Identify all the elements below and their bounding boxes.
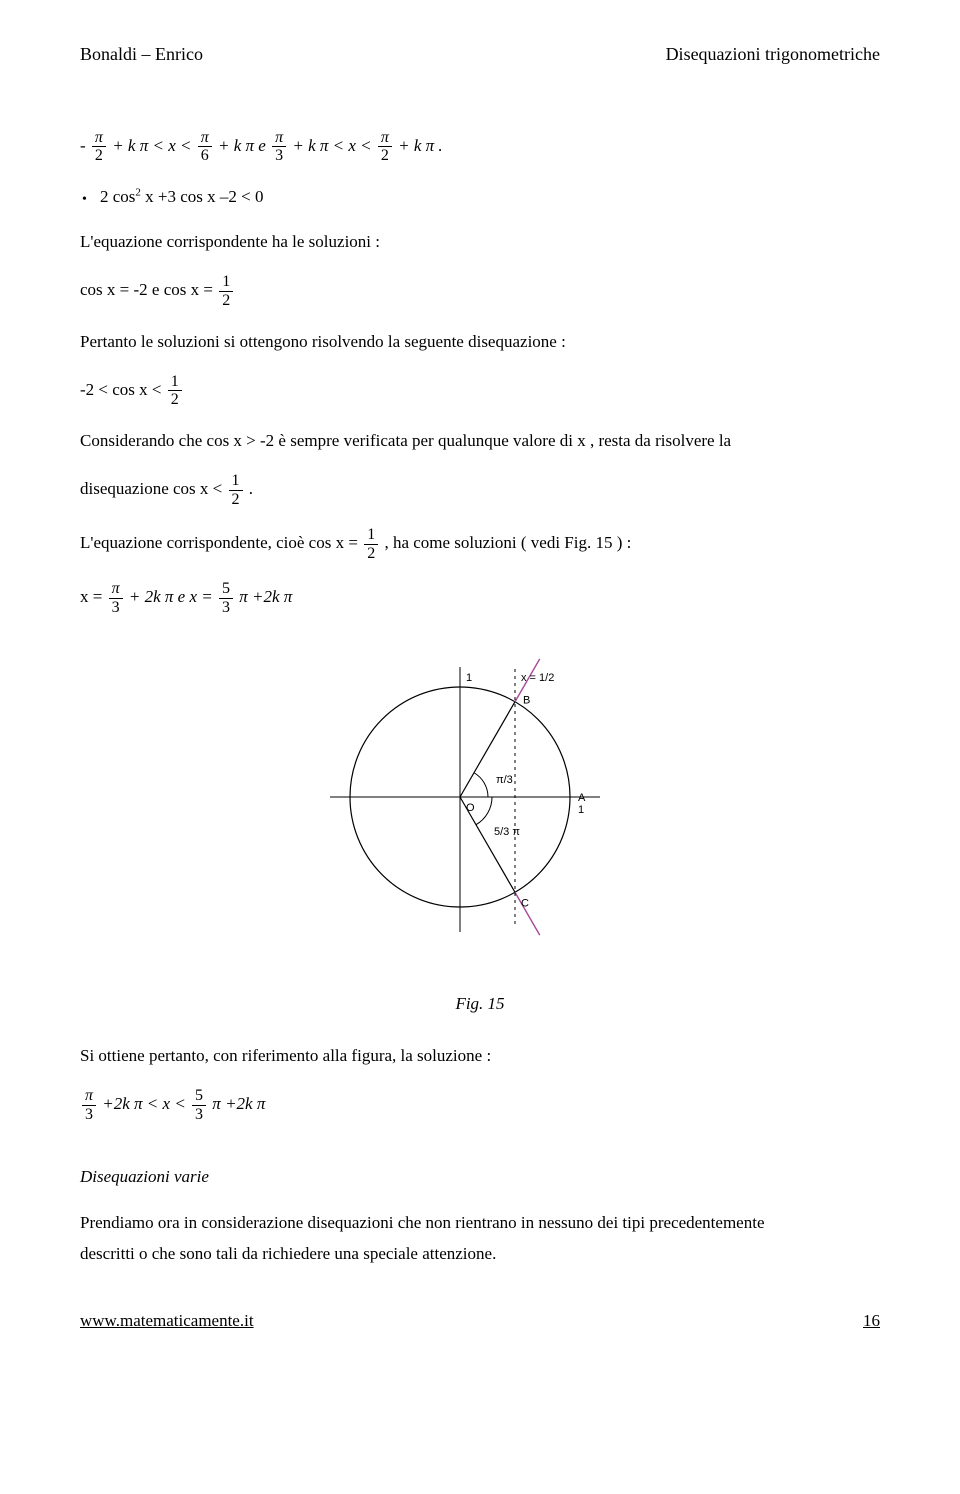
inequality-line-1: - π 2 + k π < x < π 6 + k π e π 3 + k π … — [80, 129, 880, 165]
fraction: π 3 — [272, 129, 286, 165]
document-footer: www.matematicamente.it 16 — [80, 1307, 880, 1334]
solution-interval: π 3 +2k π < x < 5 3 π +2k π — [80, 1087, 880, 1123]
inequality-line: disequazione cos x < 1 2 . — [80, 472, 880, 508]
fraction: 1 2 — [168, 373, 182, 409]
figure-caption: Fig. 15 — [80, 990, 880, 1017]
author-name: Bonaldi – Enrico — [80, 40, 203, 69]
unit-circle-diagram: x = 1/21Bπ/3OA15/3 πC — [310, 647, 650, 967]
svg-text:C: C — [521, 897, 529, 909]
fraction: 5 3 — [192, 1087, 206, 1123]
paragraph-inline-fraction: L'equazione corrispondente, cioè cos x =… — [80, 526, 880, 562]
bullet-inequality: 2 cos2 x +3 cos x –2 < 0 — [100, 183, 880, 210]
svg-text:1: 1 — [578, 804, 584, 816]
fraction: π 2 — [378, 129, 392, 165]
fraction: 1 2 — [219, 273, 233, 309]
svg-text:π/3: π/3 — [496, 774, 513, 786]
svg-text:A: A — [578, 792, 586, 804]
document-title: Disequazioni trigonometriche — [666, 40, 880, 69]
fraction: π 3 — [82, 1087, 96, 1123]
svg-text:1: 1 — [466, 672, 472, 684]
equation-line: cos x = -2 e cos x = 1 2 — [80, 273, 880, 309]
fraction: π 3 — [109, 580, 123, 616]
svg-text:5/3 π: 5/3 π — [494, 826, 520, 838]
paragraph: descritti o che sono tali da richiedere … — [80, 1240, 880, 1267]
solution-line: x = π 3 + 2k π e x = 5 3 π +2k π — [80, 580, 880, 616]
svg-text:O: O — [466, 802, 475, 814]
fraction: π 6 — [198, 129, 212, 165]
inequality-line: -2 < cos x < 1 2 — [80, 373, 880, 409]
section-heading: Disequazioni varie — [80, 1163, 880, 1190]
fraction: 5 3 — [219, 580, 233, 616]
paragraph: Considerando che cos x > -2 è sempre ver… — [80, 427, 880, 454]
page-number: 16 — [863, 1307, 880, 1334]
paragraph: Si ottiene pertanto, con riferimento all… — [80, 1042, 880, 1069]
document-header: Bonaldi – Enrico Disequazioni trigonomet… — [80, 40, 880, 69]
footer-site: www.matematicamente.it — [80, 1307, 254, 1334]
svg-text:B: B — [523, 694, 530, 706]
svg-text:x = 1/2: x = 1/2 — [521, 672, 554, 684]
fraction: 1 2 — [229, 472, 243, 508]
paragraph: Pertanto le soluzioni si ottengono risol… — [80, 328, 880, 355]
fraction: 1 2 — [364, 526, 378, 562]
fraction: π 2 — [92, 129, 106, 165]
paragraph: Prendiamo ora in considerazione disequaz… — [80, 1209, 880, 1236]
figure-15: x = 1/21Bπ/3OA15/3 πC — [80, 647, 880, 975]
paragraph: L'equazione corrispondente ha le soluzio… — [80, 228, 880, 255]
